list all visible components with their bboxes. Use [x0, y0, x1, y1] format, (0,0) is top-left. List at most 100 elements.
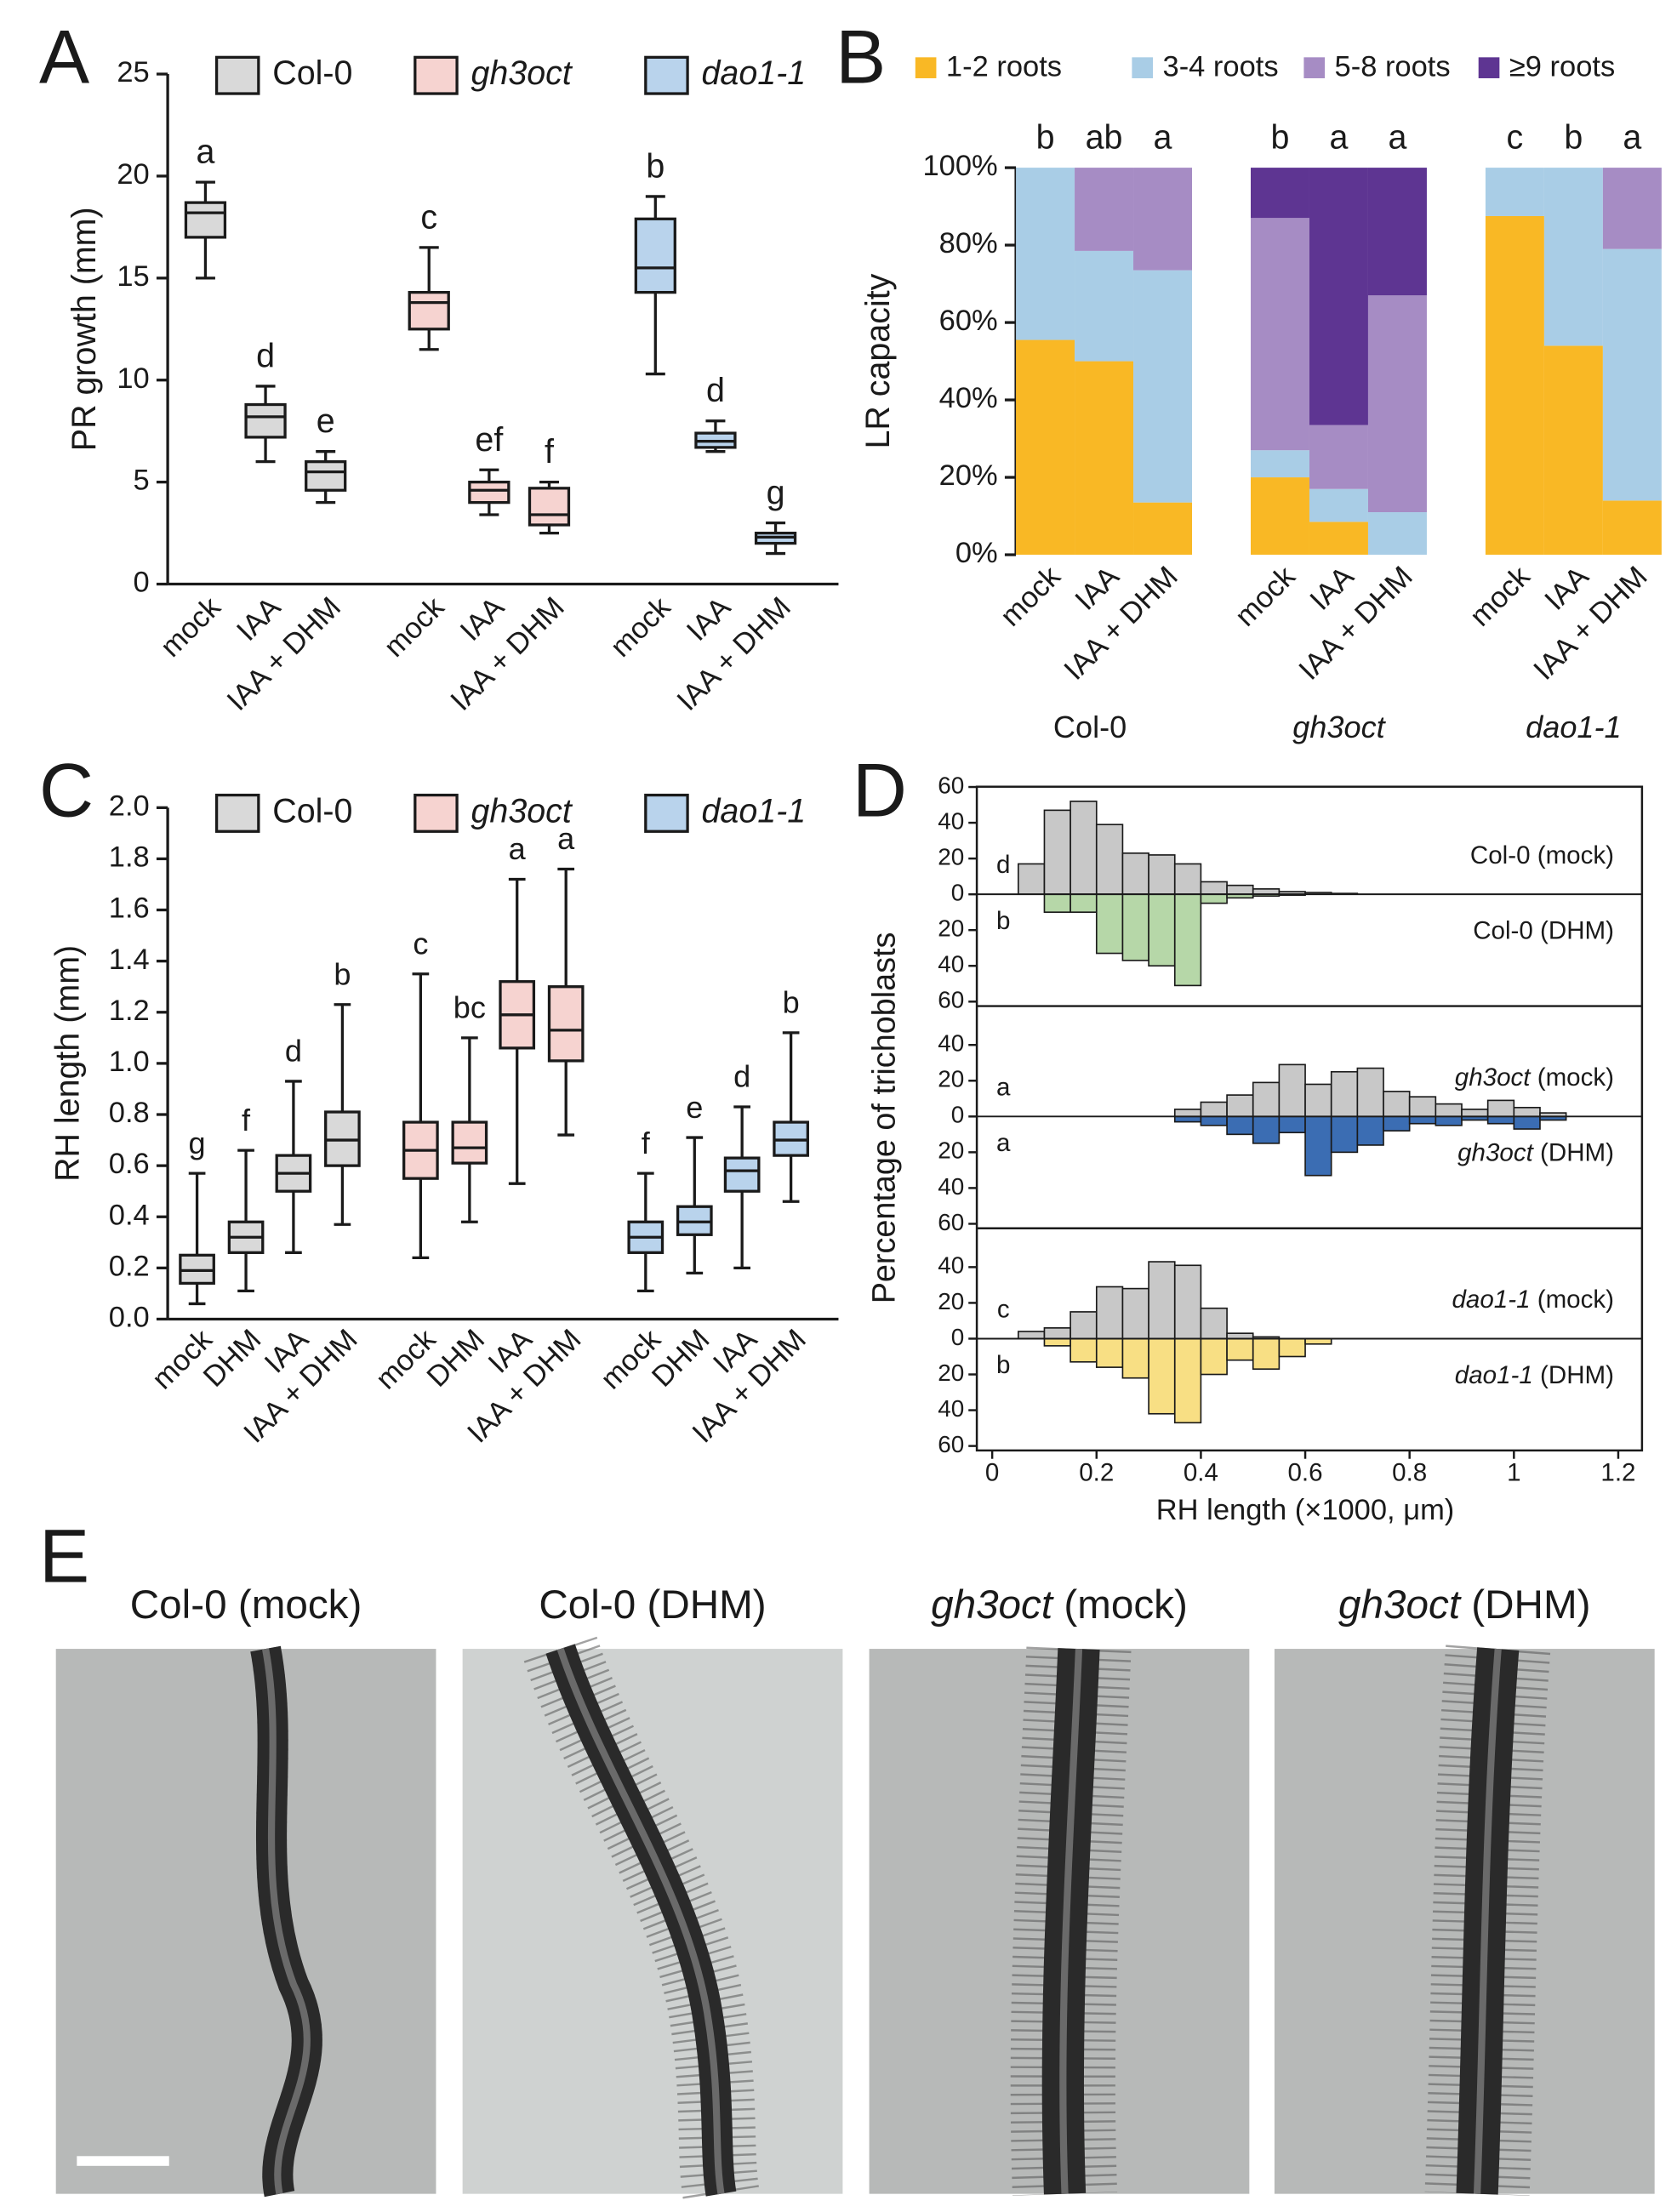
histogram-bar — [1200, 1101, 1228, 1118]
root-core — [556, 1647, 725, 2195]
histogram-bar — [1095, 824, 1124, 895]
y-tick-label: 40 — [938, 951, 964, 978]
bar-segment — [1133, 168, 1193, 271]
histogram-bar — [1095, 893, 1124, 955]
y-axis-label: RH length (mm) — [49, 945, 87, 1182]
panel-letter: A — [39, 14, 89, 99]
bar-segment — [1250, 168, 1309, 219]
y-tick-label: 0.4 — [109, 1199, 150, 1231]
significance-letter: a — [1154, 119, 1172, 157]
box — [634, 217, 676, 294]
bar-segment — [1543, 345, 1603, 556]
y-tick-label: 1.0 — [109, 1046, 150, 1078]
histogram-bar — [1121, 1337, 1149, 1379]
x-tick-label: IAA + DHM — [221, 591, 347, 717]
bar-segment — [1543, 168, 1603, 346]
y-tick-label: 40 — [938, 1252, 964, 1279]
root-core — [1473, 1648, 1502, 2194]
y-tick-label: 60 — [938, 1431, 964, 1457]
micrograph-bg — [55, 1649, 436, 2194]
bar-segment — [1367, 295, 1427, 513]
legend-label: gh3oct — [471, 792, 573, 830]
condition: (DHM) — [1471, 1582, 1590, 1627]
histogram-bar — [1304, 1115, 1332, 1177]
y-tick-label: 5 — [134, 465, 150, 497]
scale-bar — [77, 2156, 169, 2166]
y-tick-label: 0.6 — [109, 1148, 150, 1180]
condition: (mock) — [1537, 1286, 1614, 1314]
genotype: Col-0 — [1473, 916, 1533, 944]
legend-swatch — [915, 57, 937, 78]
significance-letter: b — [783, 985, 800, 1020]
histogram-bar — [1043, 809, 1071, 895]
genotype: gh3oct — [1457, 1138, 1535, 1166]
panel-letter: D — [853, 749, 907, 833]
significance-letter: a — [1330, 119, 1349, 157]
histogram-bar — [1200, 1307, 1228, 1340]
y-tick-label: 0.0 — [109, 1302, 150, 1334]
genotype: gh3oct — [1455, 1063, 1532, 1092]
box — [305, 460, 347, 492]
histogram-bar — [1330, 1070, 1359, 1118]
image-title: gh3oct (DHM) — [1338, 1582, 1590, 1627]
significance-letter: c — [420, 198, 437, 236]
histogram-bar — [1356, 1115, 1384, 1146]
genotype: gh3oct — [931, 1582, 1054, 1627]
histogram-bar — [1043, 1337, 1071, 1347]
histogram-bar — [1226, 1337, 1254, 1361]
histogram-bar — [1408, 1096, 1437, 1118]
x-axis-label: RH length (×1000, μm) — [1156, 1494, 1455, 1526]
bar-segment — [1075, 250, 1134, 362]
histogram-bar — [1121, 1287, 1149, 1340]
plot-label: Col-0 (DHM) — [1473, 916, 1614, 944]
significance-letter: b — [996, 1351, 1010, 1379]
y-tick-label: 1.4 — [109, 944, 150, 976]
significance-letter: a — [996, 1073, 1011, 1101]
image-title: Col-0 (DHM) — [539, 1582, 766, 1627]
image-title: gh3oct (mock) — [931, 1582, 1188, 1627]
bar-segment — [1016, 168, 1075, 340]
y-tick-label: 15 — [117, 260, 149, 293]
panel-letter: C — [39, 749, 94, 833]
bar-segment — [1602, 168, 1662, 249]
condition: (DHM) — [1540, 1138, 1614, 1166]
legend-swatch — [644, 793, 689, 833]
histogram-bar — [1173, 1264, 1202, 1340]
y-axis-label: Percentage of trichoblasts — [866, 932, 902, 1304]
y-tick-label: 20 — [938, 843, 964, 869]
y-tick-label: 0.8 — [109, 1097, 150, 1129]
legend-label: Col-0 — [272, 792, 352, 830]
histogram-bar — [1226, 1115, 1254, 1136]
bar-segment — [1367, 512, 1427, 556]
histogram-bar — [1148, 854, 1176, 895]
y-tick-label: 100% — [923, 150, 998, 182]
histogram-bar — [1173, 1337, 1202, 1424]
histogram-bar — [1252, 1115, 1281, 1144]
bar-segment — [1309, 522, 1368, 556]
histogram-bar — [1435, 1115, 1463, 1126]
y-tick-label: 1.8 — [109, 841, 150, 874]
micrograph — [1274, 1645, 1655, 2197]
legend-label: 5-8 roots — [1335, 51, 1451, 83]
histogram-bar — [1173, 1109, 1202, 1118]
plot-label: gh3oct (mock) — [1455, 1063, 1614, 1092]
y-tick-label: 60 — [938, 987, 964, 1013]
y-tick-label: 20 — [938, 1288, 964, 1314]
group-label: gh3oct — [1292, 710, 1386, 744]
x-tick-label: 1 — [1507, 1459, 1520, 1487]
histogram-bar — [1383, 1115, 1411, 1132]
condition: (DHM) — [647, 1582, 766, 1627]
significance-letter: e — [317, 402, 335, 440]
condition: (mock) — [1537, 1063, 1614, 1092]
condition: (mock) — [1064, 1582, 1188, 1627]
bar-segment — [1250, 477, 1309, 556]
legend-swatch — [414, 55, 459, 95]
x-tick-label: 0.2 — [1079, 1459, 1114, 1487]
histogram-bar — [1148, 1261, 1176, 1340]
bar-segment — [1309, 488, 1368, 522]
x-tick-label: 1.2 — [1600, 1459, 1635, 1487]
plot-label: dao1-1 (DHM) — [1455, 1361, 1614, 1389]
significance-letter: b — [1271, 119, 1290, 157]
histogram-bar — [1200, 1337, 1228, 1376]
bar-segment — [1602, 248, 1662, 501]
